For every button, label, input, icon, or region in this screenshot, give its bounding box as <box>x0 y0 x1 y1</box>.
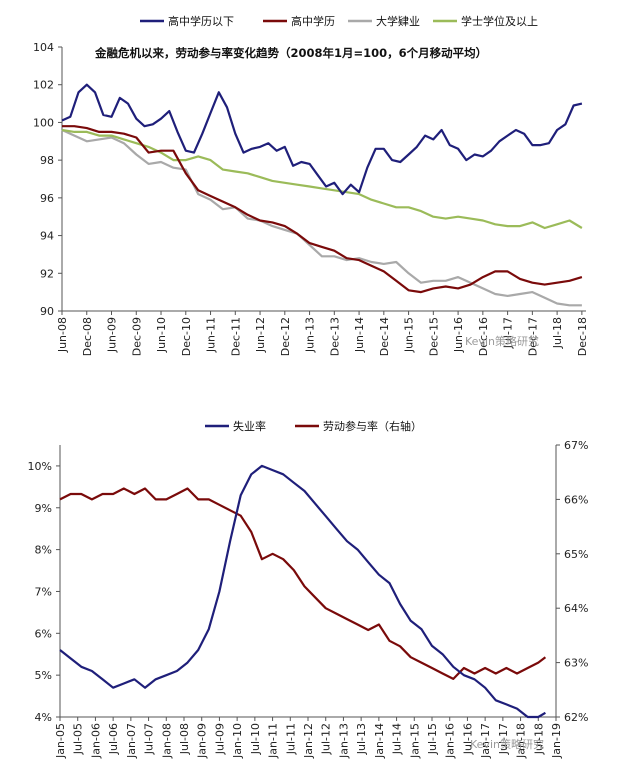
series-line <box>59 487 547 680</box>
y-tick-label: 92 <box>40 267 54 280</box>
x-tick-label: Jan-19 <box>550 723 563 759</box>
y-tick-label-right: 63% <box>564 657 588 670</box>
x-tick-label: Jul-05 <box>72 723 85 755</box>
x-tick-label: Jan-06 <box>89 723 102 759</box>
y-tick-label: 104 <box>33 41 54 54</box>
x-tick-label: Jan-12 <box>302 723 315 759</box>
x-tick-label: Jul-13 <box>355 723 368 755</box>
y-tick-label: 7% <box>35 585 52 598</box>
y-tick-label: 96 <box>40 192 54 205</box>
x-tick-label: Jan-05 <box>54 723 67 759</box>
x-tick-label: Jan-15 <box>408 723 421 759</box>
x-tick-label: Jan-08 <box>160 723 173 759</box>
series-line <box>61 128 583 230</box>
x-tick-label: Dec-09 <box>130 317 143 356</box>
chart-title: 金融危机以来，劳动参与率变化趋势（2008年1月=100，6个月移动平均） <box>94 46 487 60</box>
legend-label: 高中学历 <box>291 14 335 28</box>
watermark: Kevin策略研究 <box>470 737 544 751</box>
x-tick-label: Jul-12 <box>320 723 333 755</box>
x-tick-label: Jul-11 <box>284 723 297 755</box>
series-line <box>61 128 582 307</box>
x-tick-label: Jul-18 <box>551 317 564 349</box>
x-tick-label: Jul-14 <box>391 723 404 755</box>
x-tick-label: Dec-12 <box>279 317 292 356</box>
x-tick-label: Dec-18 <box>576 317 589 356</box>
x-tick-label: Jul-15 <box>426 723 439 755</box>
y-tick-label: 98 <box>40 154 54 167</box>
x-tick-label: Jun-13 <box>304 317 317 353</box>
y-tick-label-right: 66% <box>564 493 588 506</box>
series-line <box>62 125 583 294</box>
x-tick-label: Dec-10 <box>180 317 193 356</box>
x-tick-label: Jan-11 <box>267 723 280 759</box>
x-tick-label: Jun-12 <box>254 317 267 353</box>
legend-label: 劳动参与率（右轴） <box>323 419 422 433</box>
x-tick-label: Dec-14 <box>378 317 391 356</box>
x-tick-label: Jul-08 <box>178 723 191 755</box>
y-tick-label: 100 <box>33 116 54 129</box>
x-tick-label: Jun-11 <box>205 317 218 353</box>
x-tick-label: Jan-13 <box>337 723 350 759</box>
y-tick-label-right: 64% <box>564 602 588 615</box>
x-tick-label: Jul-16 <box>461 723 474 755</box>
legend-label: 学士学位及以上 <box>461 14 538 28</box>
x-tick-label: Jun-14 <box>353 317 366 353</box>
x-tick-label: Jul-09 <box>213 723 226 755</box>
x-tick-label: Dec-11 <box>229 317 242 356</box>
x-tick-label: Jul-17 <box>502 317 515 349</box>
x-tick-label: Dec-16 <box>477 317 490 356</box>
y-tick-label: 8% <box>35 544 52 557</box>
x-tick-label: Jan-10 <box>231 723 244 759</box>
x-tick-label: Jan-17 <box>479 723 492 759</box>
x-tick-label: Jun-09 <box>106 317 119 353</box>
series-line <box>59 464 546 719</box>
y-tick-label: 90 <box>40 305 54 318</box>
x-tick-label: Jun-15 <box>403 317 416 353</box>
x-tick-label: Jul-06 <box>107 723 120 755</box>
y-tick-label: 4% <box>35 711 52 724</box>
x-tick-label: Jul-07 <box>143 723 156 755</box>
x-tick-label: Jan-07 <box>125 723 138 759</box>
y-tick-label: 6% <box>35 627 52 640</box>
x-tick-label: Jun-08 <box>56 317 69 353</box>
x-tick-label: Jul-10 <box>249 723 262 755</box>
x-tick-label: Dec-13 <box>328 317 341 356</box>
x-tick-label: Dec-17 <box>526 317 539 356</box>
x-tick-label: Jun-10 <box>155 317 168 353</box>
y-tick-label-right: 62% <box>564 711 588 724</box>
y-tick-label-right: 67% <box>564 439 588 452</box>
legend-label: 失业率 <box>233 419 266 433</box>
x-tick-label: Dec-08 <box>81 317 94 356</box>
y-tick-label-right: 65% <box>564 548 588 561</box>
y-tick-label: 10% <box>28 460 52 473</box>
y-tick-label: 9% <box>35 502 52 515</box>
legend-label: 高中学历以下 <box>168 14 234 28</box>
x-tick-label: Jan-16 <box>444 723 457 759</box>
y-tick-label: 94 <box>40 230 54 243</box>
x-tick-label: Dec-15 <box>427 317 440 356</box>
x-tick-label: Jul-17 <box>497 723 510 755</box>
x-tick-label: Jul-18 <box>532 723 545 755</box>
x-tick-label: Jan-18 <box>515 723 528 759</box>
watermark: Kevin策略研究 <box>465 334 539 348</box>
legend-label: 大学肄业 <box>376 14 420 28</box>
y-tick-label: 102 <box>33 79 54 92</box>
series-line <box>61 83 583 196</box>
y-tick-label: 5% <box>35 669 52 682</box>
x-tick-label: Jan-09 <box>196 723 209 759</box>
x-tick-label: Jan-14 <box>373 723 386 759</box>
x-tick-label: Jun-16 <box>452 317 465 353</box>
